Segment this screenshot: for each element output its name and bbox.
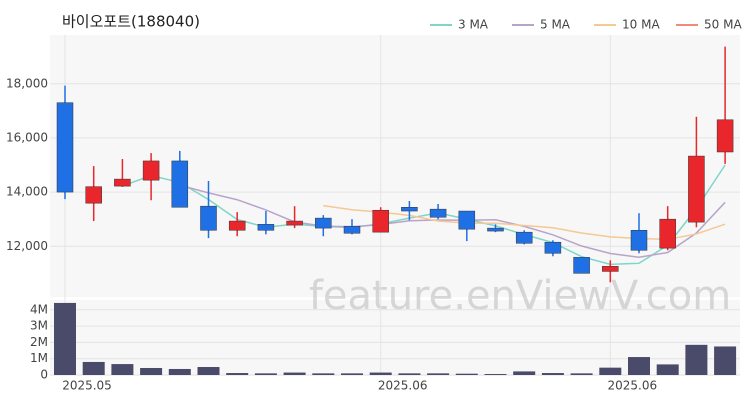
volume-bar	[111, 364, 134, 375]
candle-body	[659, 218, 676, 249]
candle-body	[602, 266, 619, 272]
candle-body	[573, 257, 590, 274]
volume-bar	[599, 367, 622, 375]
volume-bar	[541, 373, 564, 375]
candle-body	[56, 102, 74, 193]
candle-body	[429, 208, 447, 218]
candle-body	[114, 178, 131, 187]
volume-bar	[714, 346, 737, 375]
candle-body	[228, 220, 246, 231]
y-tick-label: 14,000	[6, 185, 48, 199]
candle-body	[200, 205, 217, 231]
candle-body	[458, 210, 476, 230]
volume-bar	[369, 372, 392, 375]
chart-title: 바이오포트(188040)	[62, 13, 200, 31]
volume-bar	[197, 367, 220, 375]
ma-line	[179, 184, 726, 259]
y-tick-label: 16,000	[6, 130, 48, 144]
volume-bar	[140, 367, 163, 375]
y-tick-label: 1M	[30, 351, 48, 365]
y-tick-label: 12,000	[6, 239, 48, 253]
volume-bar	[283, 372, 306, 375]
volume-bar	[656, 364, 679, 375]
ma-line	[323, 204, 726, 241]
candle-body	[515, 231, 533, 244]
candle-body	[315, 217, 332, 229]
candle-body	[401, 207, 418, 212]
legend-label: 5 MA	[540, 18, 571, 32]
candle-body	[544, 241, 562, 254]
volume-bar	[455, 373, 478, 375]
volume-bar	[82, 361, 105, 375]
volume-bar	[427, 373, 450, 375]
y-tick-label: 18,000	[6, 76, 48, 90]
legend-label: 10 MA	[622, 18, 660, 32]
candle-body	[716, 119, 734, 153]
volume-bar	[54, 302, 76, 375]
volume-bar	[341, 373, 363, 375]
candle-body	[343, 225, 361, 234]
y-tick-label: 4M	[30, 302, 48, 316]
volume-bar	[570, 373, 593, 375]
candle-body	[688, 155, 705, 223]
y-tick-label: 3M	[30, 319, 48, 333]
candle-body	[372, 209, 389, 233]
y-tick-label: 2M	[30, 335, 48, 349]
volume-bar	[226, 373, 249, 375]
volume-bar	[628, 357, 650, 375]
x-tick-label: 2025.06	[607, 379, 657, 393]
volume-bar	[685, 344, 708, 375]
legend-label: 50 MA	[704, 18, 742, 32]
candle-body	[171, 160, 189, 208]
candle-body	[630, 230, 648, 251]
volume-bar	[254, 373, 277, 375]
volume-bar	[168, 368, 191, 375]
ma-line	[122, 164, 726, 266]
y-tick-label: 0	[40, 368, 48, 382]
candle-body	[142, 160, 160, 181]
volume-bar	[484, 374, 507, 375]
candle-body	[257, 224, 275, 231]
x-tick-label: 2025.05	[62, 379, 112, 393]
volume-bar	[513, 371, 536, 375]
price-panel	[50, 35, 740, 297]
candle-body	[286, 220, 303, 226]
volume-panel	[50, 300, 740, 376]
volume-bar	[398, 373, 421, 375]
candle-body	[487, 227, 504, 232]
volume-bar	[312, 373, 335, 375]
legend-label: 3 MA	[458, 18, 489, 32]
x-tick-label: 2025.06	[378, 379, 428, 393]
watermark: feature.enViewV.com	[309, 273, 731, 319]
candle-body	[85, 186, 102, 204]
